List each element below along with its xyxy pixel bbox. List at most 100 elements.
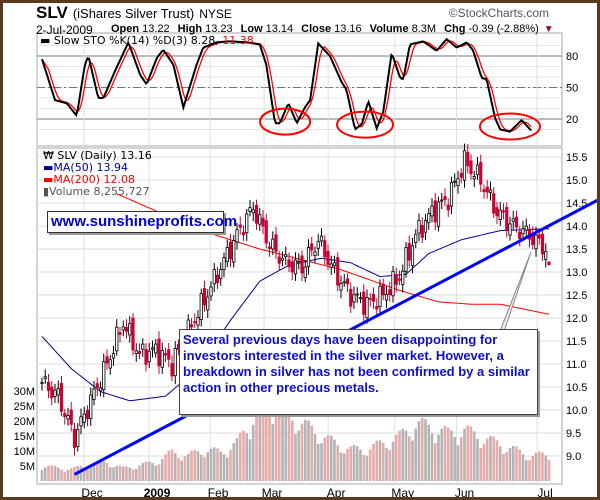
candle-body [365,297,369,319]
volume-bar [209,448,213,481]
price-tick-label: 9.5 [566,428,581,440]
candle-body [131,317,135,351]
volume-bar [531,455,535,481]
candle-body [163,353,168,356]
candle-body [388,289,392,296]
volume-bar [199,454,203,481]
volume-bar [186,453,190,481]
volume-bar [183,456,187,481]
commentary-annotation: Several previous days have been disappoi… [179,329,538,415]
candle-body [505,207,509,231]
candle-body [358,297,363,300]
candle-body [147,350,151,363]
candle-body [258,214,262,225]
candle-body [456,178,460,186]
volume-bar [131,469,135,481]
candle-body [521,228,525,235]
volume-bar [424,419,427,481]
price-panel [36,147,563,485]
candle-body [485,186,489,193]
candle-body [72,428,77,448]
candle-body [40,381,44,384]
volume-bar [398,430,401,481]
x-tick-label: 2009 [144,486,171,497]
highlight-ellipse [259,107,312,136]
volume-bar [173,453,177,481]
candle-body [95,383,99,389]
candle-body [475,164,480,176]
candle-body [306,247,311,267]
candle-body [115,326,119,352]
volume-bar [414,428,418,481]
candle-body [137,351,142,355]
volume-bar [547,459,551,481]
volume-bar [459,436,463,481]
volume-bar [381,442,385,481]
copyright-link[interactable]: ©StockCharts.com [448,6,549,20]
volume-bar [469,426,473,481]
volume-tick-label: 5M [20,461,35,473]
candle-body [69,409,73,425]
candle-body [537,234,541,239]
candle-body [417,220,421,234]
volume-bar [417,421,421,481]
candle-body [436,201,441,228]
close-label: Close [301,23,332,35]
candle-body [206,296,210,311]
candle-body [228,241,233,260]
volume-bar [534,452,538,481]
volume-bar [391,441,395,481]
candle-body [430,205,434,217]
volume-tick-label: 10M [14,446,35,458]
volume-value: 8.3M [411,23,437,35]
volume-bar [482,443,486,481]
volume-bar [105,462,109,481]
candle-body [277,256,281,264]
volume-bar [524,460,528,481]
candle-body [118,332,122,335]
volume-bar [492,436,496,481]
volume-bar [420,417,424,481]
candle-body [251,209,255,214]
candle-body [501,210,506,213]
candle-body [433,200,437,223]
volume-bar [313,433,317,481]
candle-body [105,356,109,364]
price-tick-label: 12.5 [566,290,587,302]
volume-bar [385,447,388,481]
volume-bar [537,451,541,481]
security-name: (iShares Silver Trust) [72,6,195,21]
volume-bar [453,437,457,481]
candle-body [449,182,454,207]
candle-body [173,348,177,377]
volume-bar [505,452,509,481]
candle-body [355,293,359,296]
down-arrow-icon: ▼ [543,24,554,35]
candle-body [329,263,333,268]
candle-body [518,231,522,240]
candle-body [540,233,545,255]
candle-body [245,213,249,234]
volume-bar [518,449,522,481]
highlight-ellipse [479,112,541,141]
candle-body [111,353,116,359]
volume-bar [69,468,73,481]
volume-bar [50,465,54,481]
volume-bar [164,454,167,481]
price-tick-label: 14.0 [566,221,587,233]
change-label: Chg [444,23,466,35]
candle-body [375,306,379,310]
volume-bar [320,443,323,481]
volume-bar [95,461,99,481]
candle-body [128,323,132,336]
candle-body [414,233,418,244]
volume-bar [430,433,434,481]
volume-bar [544,455,548,481]
change-value: -0.39 (-2.88%) [468,23,539,35]
candle-body [241,232,246,236]
candle-body [290,261,294,273]
candle-body [482,189,486,193]
candle-body [303,266,307,278]
volume-label: Volume [369,23,409,35]
